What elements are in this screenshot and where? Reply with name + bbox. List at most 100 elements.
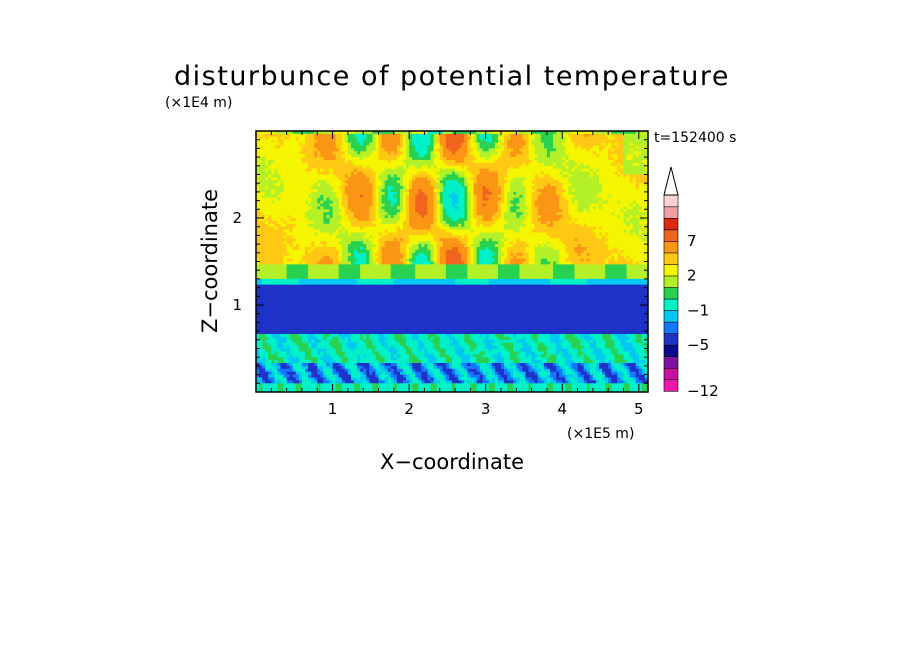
contour-cell bbox=[381, 162, 386, 167]
contour-cell bbox=[378, 142, 383, 146]
contour-cell bbox=[305, 168, 309, 173]
contour-cell bbox=[366, 194, 370, 199]
contour-cell bbox=[497, 165, 502, 170]
contour-cell bbox=[418, 218, 422, 222]
contour-cell bbox=[565, 186, 569, 190]
contour-cell bbox=[479, 229, 484, 233]
contour-cell bbox=[338, 194, 343, 199]
contour-cell bbox=[531, 171, 536, 175]
contour-cell bbox=[268, 183, 272, 187]
contour-cell bbox=[311, 177, 315, 181]
contour-cell bbox=[262, 174, 266, 178]
contour-cell bbox=[559, 162, 563, 167]
contour-cell bbox=[565, 131, 569, 135]
contour-cell bbox=[399, 220, 404, 225]
contour-cell bbox=[421, 160, 425, 164]
contour-cell bbox=[620, 148, 624, 152]
contour-cell bbox=[277, 220, 281, 225]
contour-cell bbox=[522, 189, 526, 193]
contour-cell bbox=[608, 238, 612, 242]
contour-cell bbox=[314, 180, 318, 184]
contour-cell bbox=[461, 232, 465, 236]
contour-cell bbox=[442, 203, 447, 207]
contour-cell bbox=[289, 206, 294, 210]
contour-cell bbox=[574, 160, 579, 164]
contour-cell bbox=[268, 154, 272, 158]
contour-cell bbox=[436, 131, 441, 135]
contour-cell bbox=[638, 218, 643, 222]
contour-cell bbox=[497, 226, 502, 231]
contour-cell bbox=[623, 238, 628, 242]
contour-cell bbox=[470, 238, 474, 242]
contour-cell bbox=[537, 191, 542, 196]
contour-cell bbox=[473, 203, 477, 207]
contour-cell bbox=[283, 200, 288, 204]
contour-cell bbox=[513, 232, 517, 236]
contour-cell bbox=[611, 200, 615, 204]
contour-cell bbox=[641, 139, 646, 144]
contour-cell bbox=[314, 151, 318, 155]
contour-cell bbox=[286, 235, 291, 239]
contour-cell bbox=[522, 136, 526, 141]
contour-cell bbox=[580, 148, 585, 152]
contour-cell bbox=[525, 154, 530, 158]
contour-cell bbox=[289, 177, 294, 181]
contour-cell bbox=[473, 220, 477, 225]
contour-cell bbox=[531, 226, 536, 231]
contour-cell bbox=[393, 226, 398, 231]
contour-cell bbox=[510, 223, 514, 228]
contour-cell bbox=[635, 168, 640, 173]
contour-cell bbox=[626, 238, 631, 242]
contour-cell bbox=[635, 162, 640, 167]
contour-cell bbox=[537, 212, 542, 216]
contour-cell bbox=[516, 157, 520, 161]
contour-cell bbox=[571, 215, 575, 219]
contour-cell bbox=[519, 212, 523, 216]
contour-cell bbox=[280, 131, 285, 135]
contour-cell bbox=[537, 229, 542, 233]
contour-cell bbox=[298, 189, 303, 193]
contour-cell bbox=[546, 194, 551, 199]
contour-cell bbox=[265, 194, 269, 199]
contour-cell bbox=[311, 206, 315, 210]
contour-cell bbox=[638, 131, 643, 135]
contour-cell bbox=[289, 189, 294, 193]
contour-cell bbox=[445, 139, 450, 144]
contour-cell bbox=[455, 171, 459, 175]
contour-cell bbox=[338, 162, 343, 167]
contour-cell bbox=[350, 180, 355, 184]
contour-cell bbox=[280, 189, 285, 193]
contour-cell bbox=[308, 133, 312, 138]
contour-cell bbox=[403, 197, 407, 202]
contour-cell bbox=[491, 151, 496, 155]
contour-cell bbox=[559, 197, 563, 202]
contour-cell bbox=[448, 186, 453, 190]
contour-cell bbox=[589, 148, 594, 152]
contour-cell bbox=[623, 226, 628, 231]
contour-cell bbox=[409, 220, 413, 225]
contour-cell bbox=[479, 191, 484, 196]
contour-cell bbox=[641, 226, 646, 231]
contour-cell bbox=[301, 226, 306, 231]
contour-cell bbox=[525, 197, 530, 202]
contour-cell bbox=[436, 145, 441, 149]
contour-cell bbox=[406, 235, 410, 239]
contour-cell bbox=[326, 226, 330, 231]
contour-cell bbox=[568, 206, 572, 210]
contour-cell bbox=[323, 194, 327, 199]
contour-cell bbox=[611, 131, 615, 135]
contour-cell bbox=[280, 154, 285, 158]
contour-cell bbox=[262, 235, 266, 239]
contour-cell bbox=[396, 180, 401, 184]
contour-cell bbox=[562, 232, 566, 236]
contour-cell bbox=[534, 162, 539, 167]
contour-cell bbox=[599, 191, 603, 196]
contour-cell bbox=[305, 174, 309, 178]
contour-cell bbox=[363, 131, 367, 135]
contour-cell bbox=[338, 183, 343, 187]
contour-cell bbox=[553, 162, 557, 167]
contour-cell bbox=[326, 203, 330, 207]
contour-cell bbox=[452, 212, 456, 216]
contour-cell bbox=[531, 203, 536, 207]
contour-cell bbox=[528, 235, 533, 239]
